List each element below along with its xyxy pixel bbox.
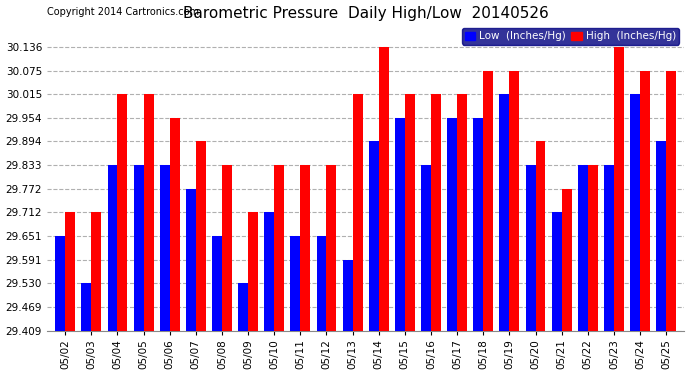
Bar (666, 71, 676, 330)
Bar (248, 212, 258, 330)
Bar (81, 284, 91, 330)
Bar (578, 165, 588, 330)
Bar (526, 165, 535, 330)
Bar (431, 94, 441, 330)
Bar (326, 165, 337, 330)
Bar (117, 94, 128, 330)
Bar (614, 47, 624, 330)
Bar (212, 236, 222, 330)
Bar (196, 141, 206, 330)
Bar (509, 71, 520, 330)
Bar (91, 212, 101, 330)
Bar (238, 284, 248, 330)
Bar (317, 236, 326, 330)
Bar (55, 236, 66, 330)
Bar (264, 212, 274, 330)
Bar (483, 71, 493, 330)
Bar (353, 94, 362, 330)
Bar (447, 118, 457, 330)
Bar (186, 189, 196, 330)
Bar (222, 165, 232, 330)
Bar (274, 165, 284, 330)
Text: Copyright 2014 Cartronics.com: Copyright 2014 Cartronics.com (47, 7, 199, 17)
Title: Barometric Pressure  Daily High/Low  20140526: Barometric Pressure Daily High/Low 20140… (183, 6, 549, 21)
Bar (405, 94, 415, 330)
Bar (640, 71, 650, 330)
Bar (457, 94, 467, 330)
Bar (588, 165, 598, 330)
Bar (473, 118, 483, 330)
Bar (290, 236, 300, 330)
Bar (379, 47, 388, 330)
Bar (160, 165, 170, 330)
Bar (144, 94, 153, 330)
Bar (66, 212, 75, 330)
Bar (500, 94, 509, 330)
Bar (108, 165, 117, 330)
Bar (170, 118, 179, 330)
Bar (656, 141, 666, 330)
Bar (535, 141, 545, 330)
Bar (562, 189, 571, 330)
Bar (630, 94, 640, 330)
Bar (604, 165, 614, 330)
Bar (552, 212, 562, 330)
Legend: Low  (Inches/Hg), High  (Inches/Hg): Low (Inches/Hg), High (Inches/Hg) (462, 28, 679, 45)
Bar (300, 165, 310, 330)
Bar (421, 165, 431, 330)
Bar (343, 260, 353, 330)
Bar (134, 165, 144, 330)
Bar (395, 118, 405, 330)
Bar (369, 141, 379, 330)
